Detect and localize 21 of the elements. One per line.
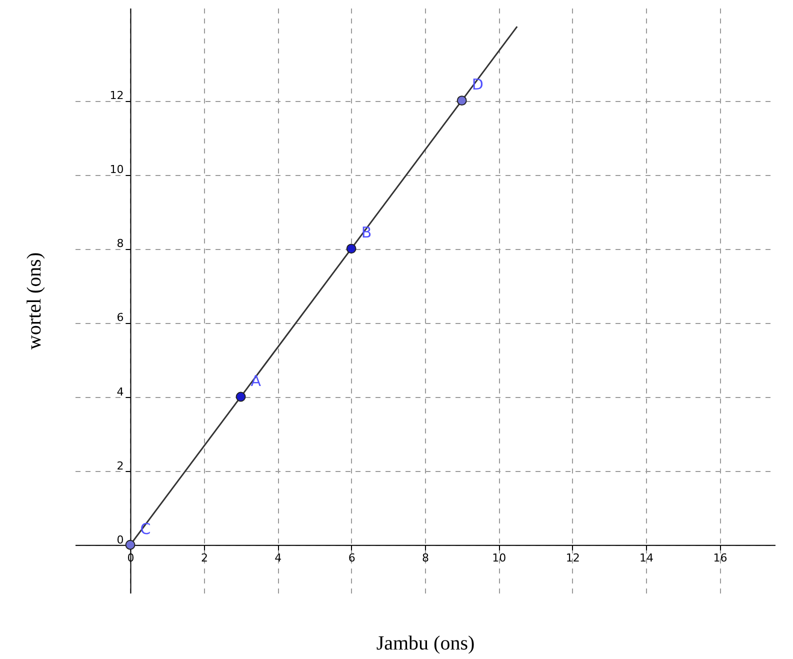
x-tick-label: 6 bbox=[348, 551, 356, 564]
annotation: D bbox=[472, 76, 484, 94]
y-tick-label: 2 bbox=[116, 459, 124, 472]
x-tick-label: 8 bbox=[422, 551, 429, 564]
y-tick-label: 10 bbox=[110, 163, 124, 176]
annotation: B bbox=[361, 224, 372, 242]
y-tick-label: 12 bbox=[110, 89, 124, 102]
x-tick-label: 2 bbox=[200, 551, 208, 564]
x-tick-label: 10 bbox=[492, 551, 506, 564]
y-tick-label: 0 bbox=[116, 533, 124, 546]
x-axis-title: Jambu (ons) bbox=[376, 632, 475, 654]
y-axis-title: wortel (ons) bbox=[24, 252, 46, 350]
y-tick-label: 4 bbox=[116, 385, 124, 398]
x-tick-label: 4 bbox=[274, 551, 282, 564]
annotation: A bbox=[250, 372, 262, 390]
x-tick-label: 14 bbox=[640, 551, 654, 564]
annotation: C bbox=[140, 520, 151, 538]
y-tick-label: 6 bbox=[116, 311, 124, 324]
x-tick-label: 12 bbox=[566, 551, 580, 564]
x-tick-label: 16 bbox=[713, 551, 728, 564]
y-tick-label: 8 bbox=[116, 237, 124, 250]
